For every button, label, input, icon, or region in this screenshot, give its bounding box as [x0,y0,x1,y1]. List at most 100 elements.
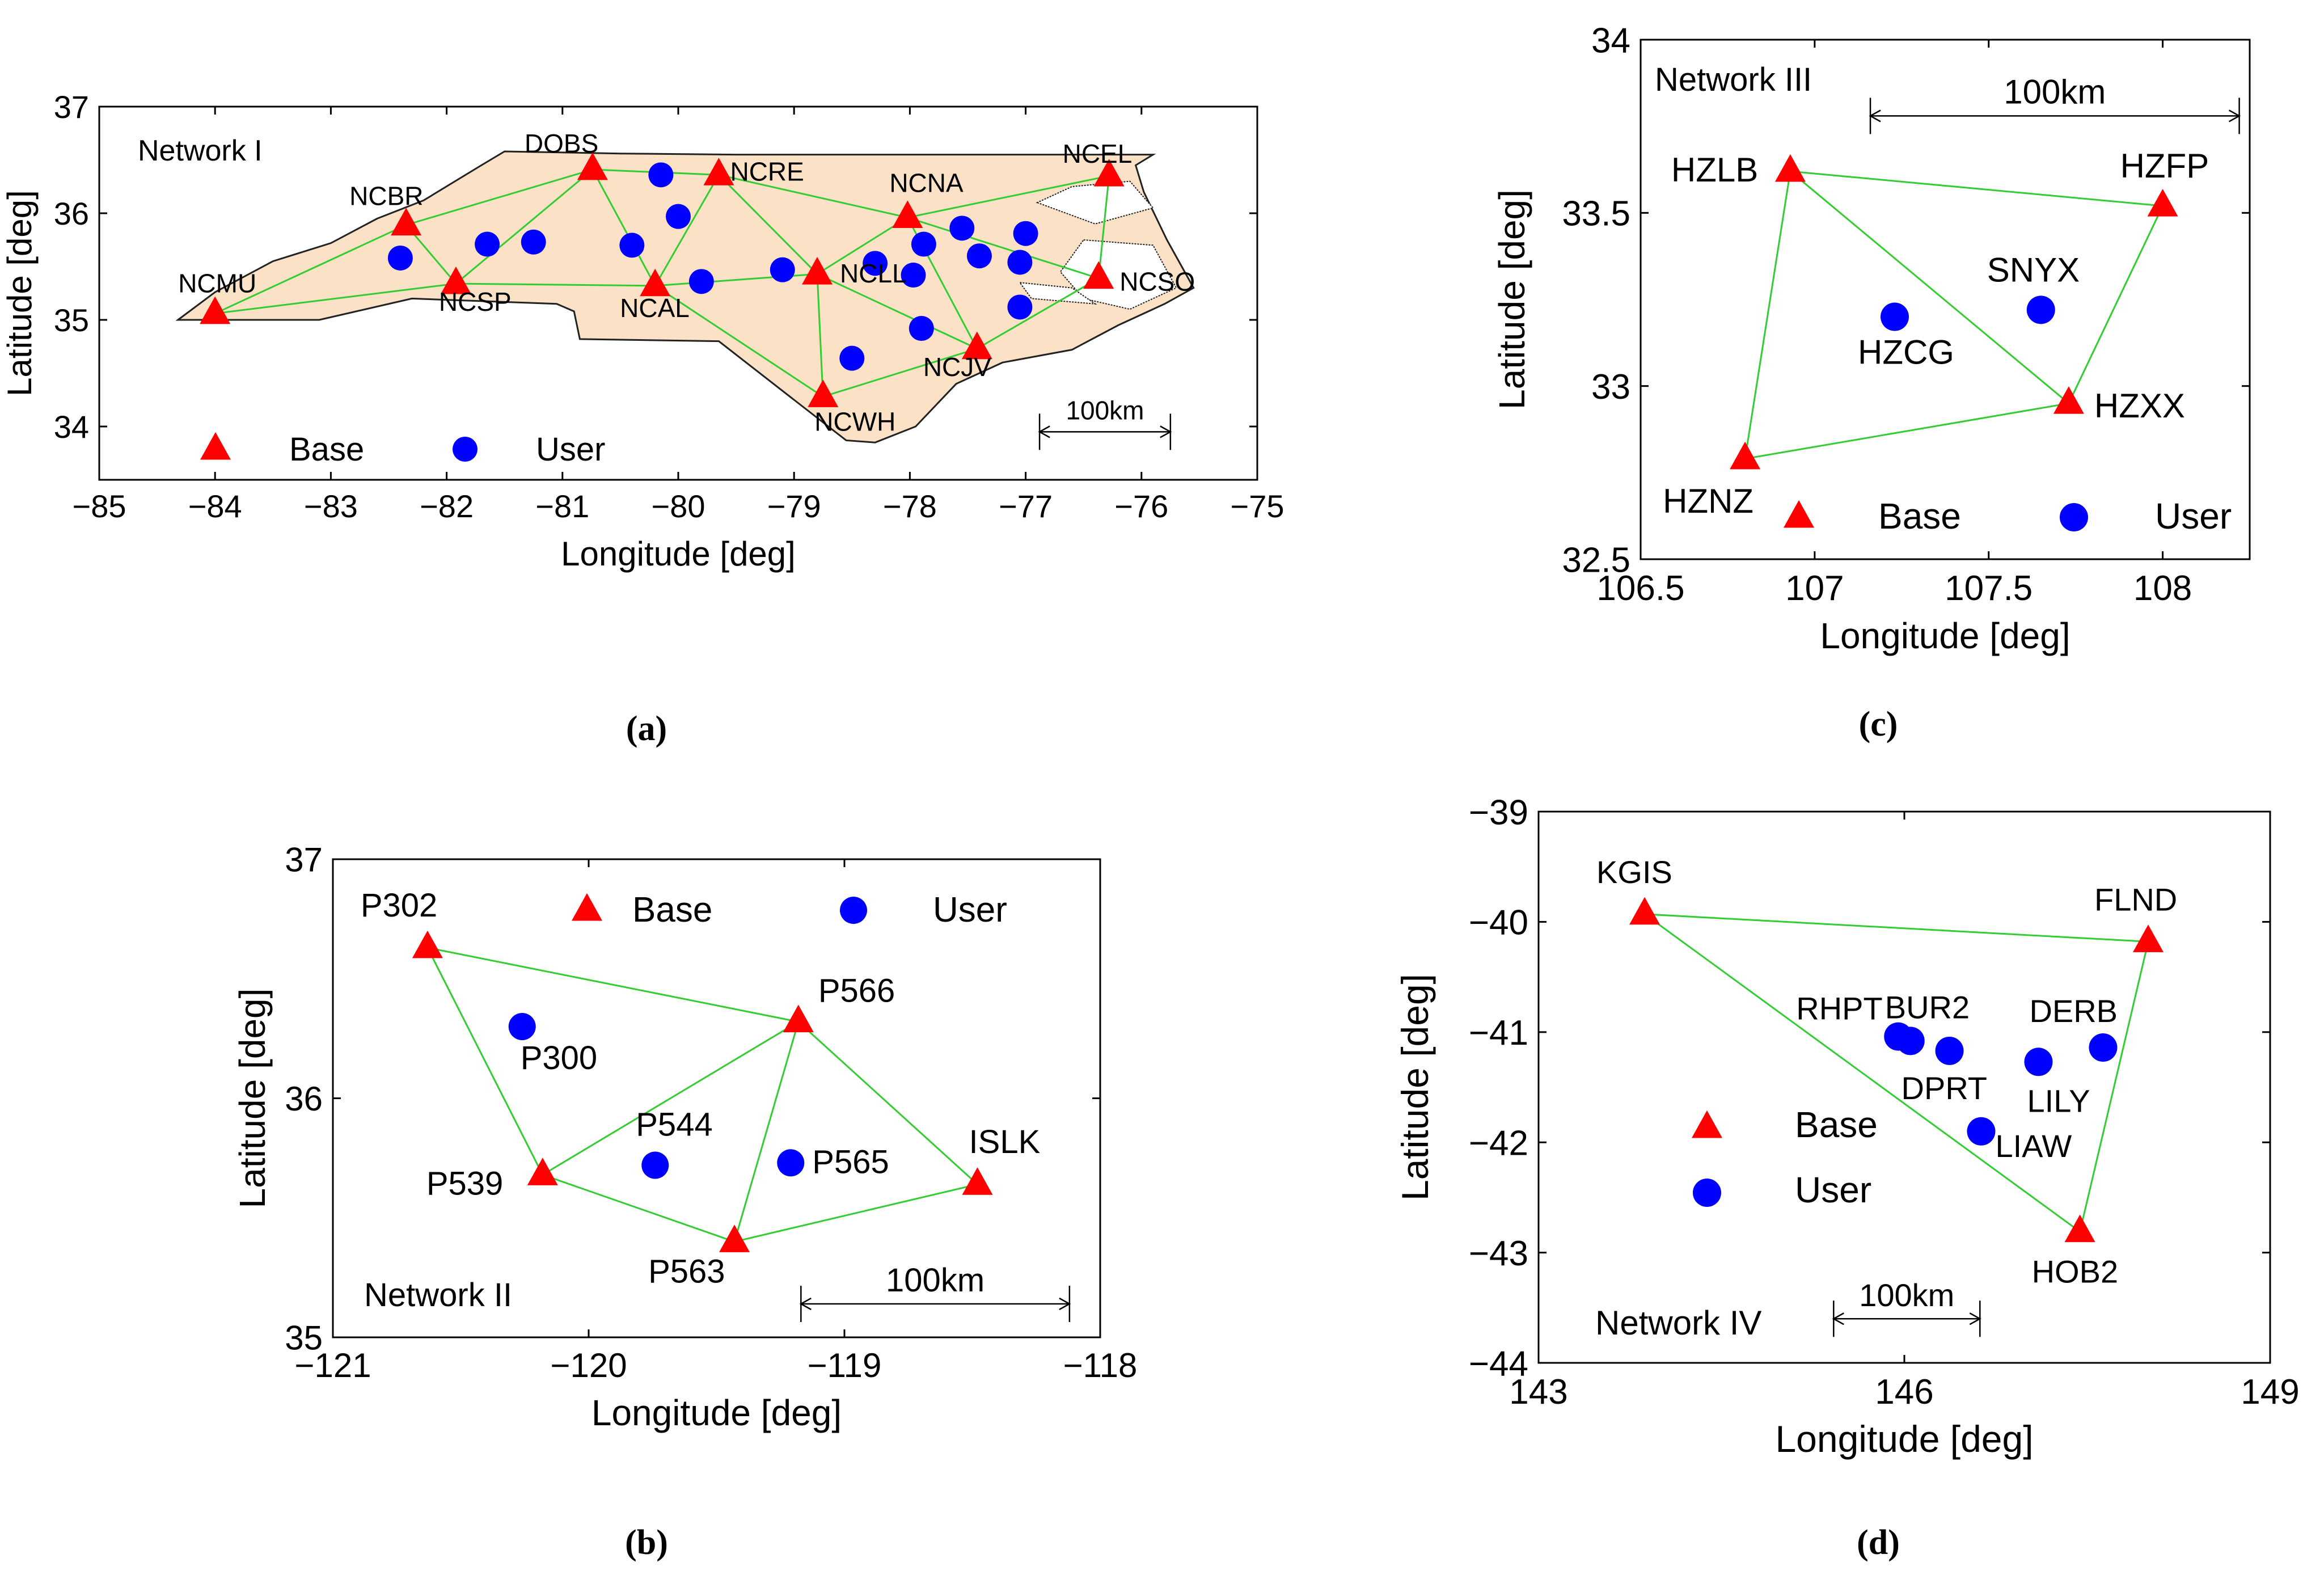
user-station [1007,250,1033,275]
axes-box [1640,39,2251,560]
network-link [542,1173,735,1243]
user-station [1881,302,1909,331]
base-label: NCLL [840,259,907,288]
scale-bar-arrow [1038,425,1050,438]
network-link [1744,402,2069,460]
network-link [817,273,978,350]
y-tick-label: 37 [54,89,89,125]
user-station [666,204,691,229]
network-link [719,174,908,218]
y-tick-label: 36 [285,1080,323,1118]
user-station [1013,221,1038,246]
network-link [797,1021,978,1185]
y-axis-label: Latitude [deg] [1,190,39,396]
x-tick-label: −82 [420,488,474,524]
base-station [962,1167,993,1195]
base-label: HOB2 [2032,1254,2119,1290]
user-label: DERB [2029,993,2118,1029]
legend-user-label: User [933,890,1007,930]
network-link [734,1183,978,1243]
scale-bar: 100km [1832,1277,1981,1337]
y-tick-label: 32.5 [1562,540,1630,580]
base-label: P563 [648,1253,725,1290]
x-tick-label: 107.5 [1945,569,2033,608]
user-station [901,263,926,288]
base-station [892,200,923,228]
base-label: NCRE [730,157,804,186]
x-tick-label: −79 [767,488,821,524]
base-label: NCEL [1063,139,1133,168]
user-station [387,245,413,271]
user-station [641,1151,669,1179]
y-tick-label: 36 [54,196,89,231]
legend-user-marker [2060,503,2088,531]
scale-bar: 100km [1038,395,1172,450]
base-label: NCSO [1119,267,1195,297]
network-link [1644,913,2149,943]
legend-base-label: Base [289,431,364,468]
scale-bar-arrow [799,1297,812,1311]
x-tick-label: −77 [999,488,1053,524]
base-label: NCSP [439,287,512,316]
base-label: NCAL [620,293,690,323]
user-station [770,257,795,282]
base-label: HZFP [2120,147,2209,185]
user-label: LIAW [1995,1128,2072,1164]
y-tick-label: −44 [1469,1344,1528,1383]
base-station [2064,1214,2095,1243]
y-tick-label: −41 [1469,1013,1528,1053]
network-link [654,285,824,398]
y-tick-label: 35 [285,1319,323,1357]
user-station [949,216,975,241]
base-label: HZXX [2094,387,2185,425]
user-label: P565 [812,1143,889,1180]
network-link [817,217,909,275]
user-station [911,231,936,257]
user-label: LILY [2027,1083,2090,1118]
x-tick-label: −118 [1063,1346,1138,1384]
base-station [1730,441,1761,470]
scale-bar-arrow [1160,425,1172,438]
scale-bar-arrow [1832,1312,1844,1325]
x-tick-label: 108 [2133,569,2192,608]
scale-bar-label: 100km [1066,395,1144,425]
network-link [1744,171,1791,459]
panel-c: HZCG SNYX HZLB HZFP HZXX HZNZ 106.5 107 107.5 108… [1491,21,2251,744]
y-tick-label: −42 [1469,1124,1528,1163]
y-tick-label: −40 [1469,903,1528,943]
panel-caption: (a) [626,710,667,748]
network-link [2079,941,2149,1232]
inland-water [1019,281,1097,305]
base-station [1774,154,1806,182]
x-tick-label: −78 [883,488,937,524]
legend-base-label: Base [632,890,712,930]
base-label: DOBS [525,129,598,158]
x-tick-label: −76 [1114,488,1168,524]
x-tick-label: −81 [535,488,589,524]
base-station [1083,261,1114,289]
network-link [1097,176,1110,278]
network-link [907,217,1099,280]
user-station [1967,1117,1996,1146]
network-link [214,224,407,315]
base-station [412,930,443,958]
legend-base-marker [1692,1110,1722,1138]
base-label: NCJV [923,352,991,382]
user-station [1896,1027,1925,1055]
user-label: RHPT [1796,991,1882,1027]
x-tick-label: 106.5 [1596,569,1684,608]
network-link [591,169,656,286]
base-label: P539 [426,1165,503,1202]
network-link [907,175,1109,218]
user-station [688,269,714,294]
network-link [654,174,720,286]
x-tick-label: −121 [294,1346,371,1384]
network-link [733,1021,800,1242]
y-tick-label: 35 [54,302,89,338]
base-station [961,331,992,360]
x-axis-label: Longitude [deg] [561,535,796,573]
network-link [977,277,1099,350]
scale-bar-label: 100km [886,1262,984,1299]
legend-user-marker [453,437,478,462]
network-link [455,168,593,285]
